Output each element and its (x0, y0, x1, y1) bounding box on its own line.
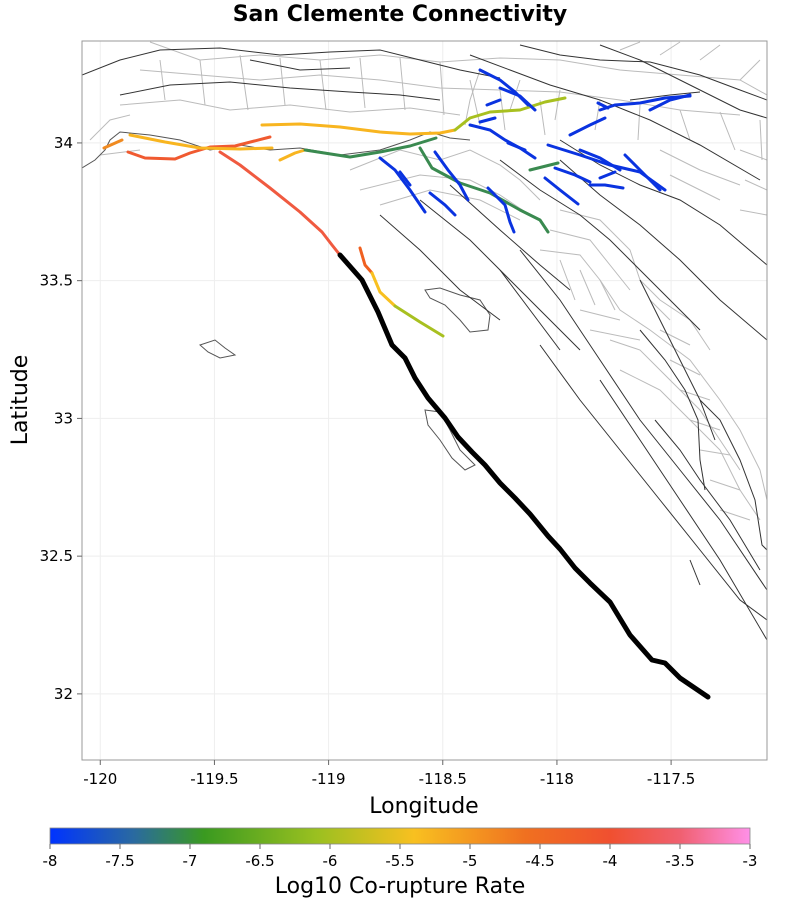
colorbar-tick-label: -7.5 (105, 852, 134, 870)
y-tick-label: 32 (54, 685, 73, 703)
y-tick-label: 34 (54, 134, 73, 152)
colorbar-tick-label: -6 (323, 852, 338, 870)
island-santa-catalina (424, 287, 491, 333)
co-rupture-sections (102, 96, 567, 338)
colorbar-ticks: -8 -7.5 -7 -6.5 -6 -5.5 -5 -4.5 -4 -3.5 -3 (43, 844, 758, 870)
x-tick-label: -118 (540, 770, 574, 788)
x-tick-label: -117.5 (647, 770, 695, 788)
x-axis-ticks: -120 -119.5 -119 -118.5 -118 -117.5 (83, 760, 695, 788)
y-axis-ticks: 32 32.5 33 33.5 34 (40, 134, 82, 703)
low-rate-sections (378, 68, 692, 234)
map-title: San Clemente Connectivity (232, 2, 568, 27)
coastline (82, 131, 491, 471)
colorbar-tick-label: -8 (43, 852, 58, 870)
gridlines (82, 41, 767, 760)
y-tick-label: 33 (54, 409, 73, 427)
plot-frame (81, 40, 768, 761)
island-san-nicolas (199, 339, 237, 359)
colorbar-tick-label: -6.5 (245, 852, 274, 870)
colorbar-tick-label: -4.5 (525, 852, 554, 870)
x-tick-label: -119 (312, 770, 346, 788)
x-axis-label: Longitude (369, 794, 478, 819)
y-axis-label: Latitude (8, 355, 33, 446)
colorbar-tick-label: -5 (463, 852, 478, 870)
colorbar-tick-label: -5.5 (385, 852, 414, 870)
y-tick-label: 32.5 (40, 547, 73, 565)
x-tick-label: -119.5 (190, 770, 238, 788)
x-tick-label: -120 (83, 770, 117, 788)
colorbar-tick-label: -3 (743, 852, 758, 870)
san-clemente-fault (337, 252, 711, 700)
colorbar-label: Log10 Co-rupture Rate (275, 874, 526, 899)
y-tick-label: 33.5 (40, 272, 73, 290)
x-tick-label: -118.5 (419, 770, 467, 788)
regional-faults (82, 44, 767, 641)
colorbar-tick-label: -4 (603, 852, 618, 870)
island-san-clemente (424, 409, 476, 471)
colorbar-tick-label: -3.5 (665, 852, 694, 870)
colorbar-tick-label: -7 (183, 852, 198, 870)
colorbar (49, 827, 751, 845)
